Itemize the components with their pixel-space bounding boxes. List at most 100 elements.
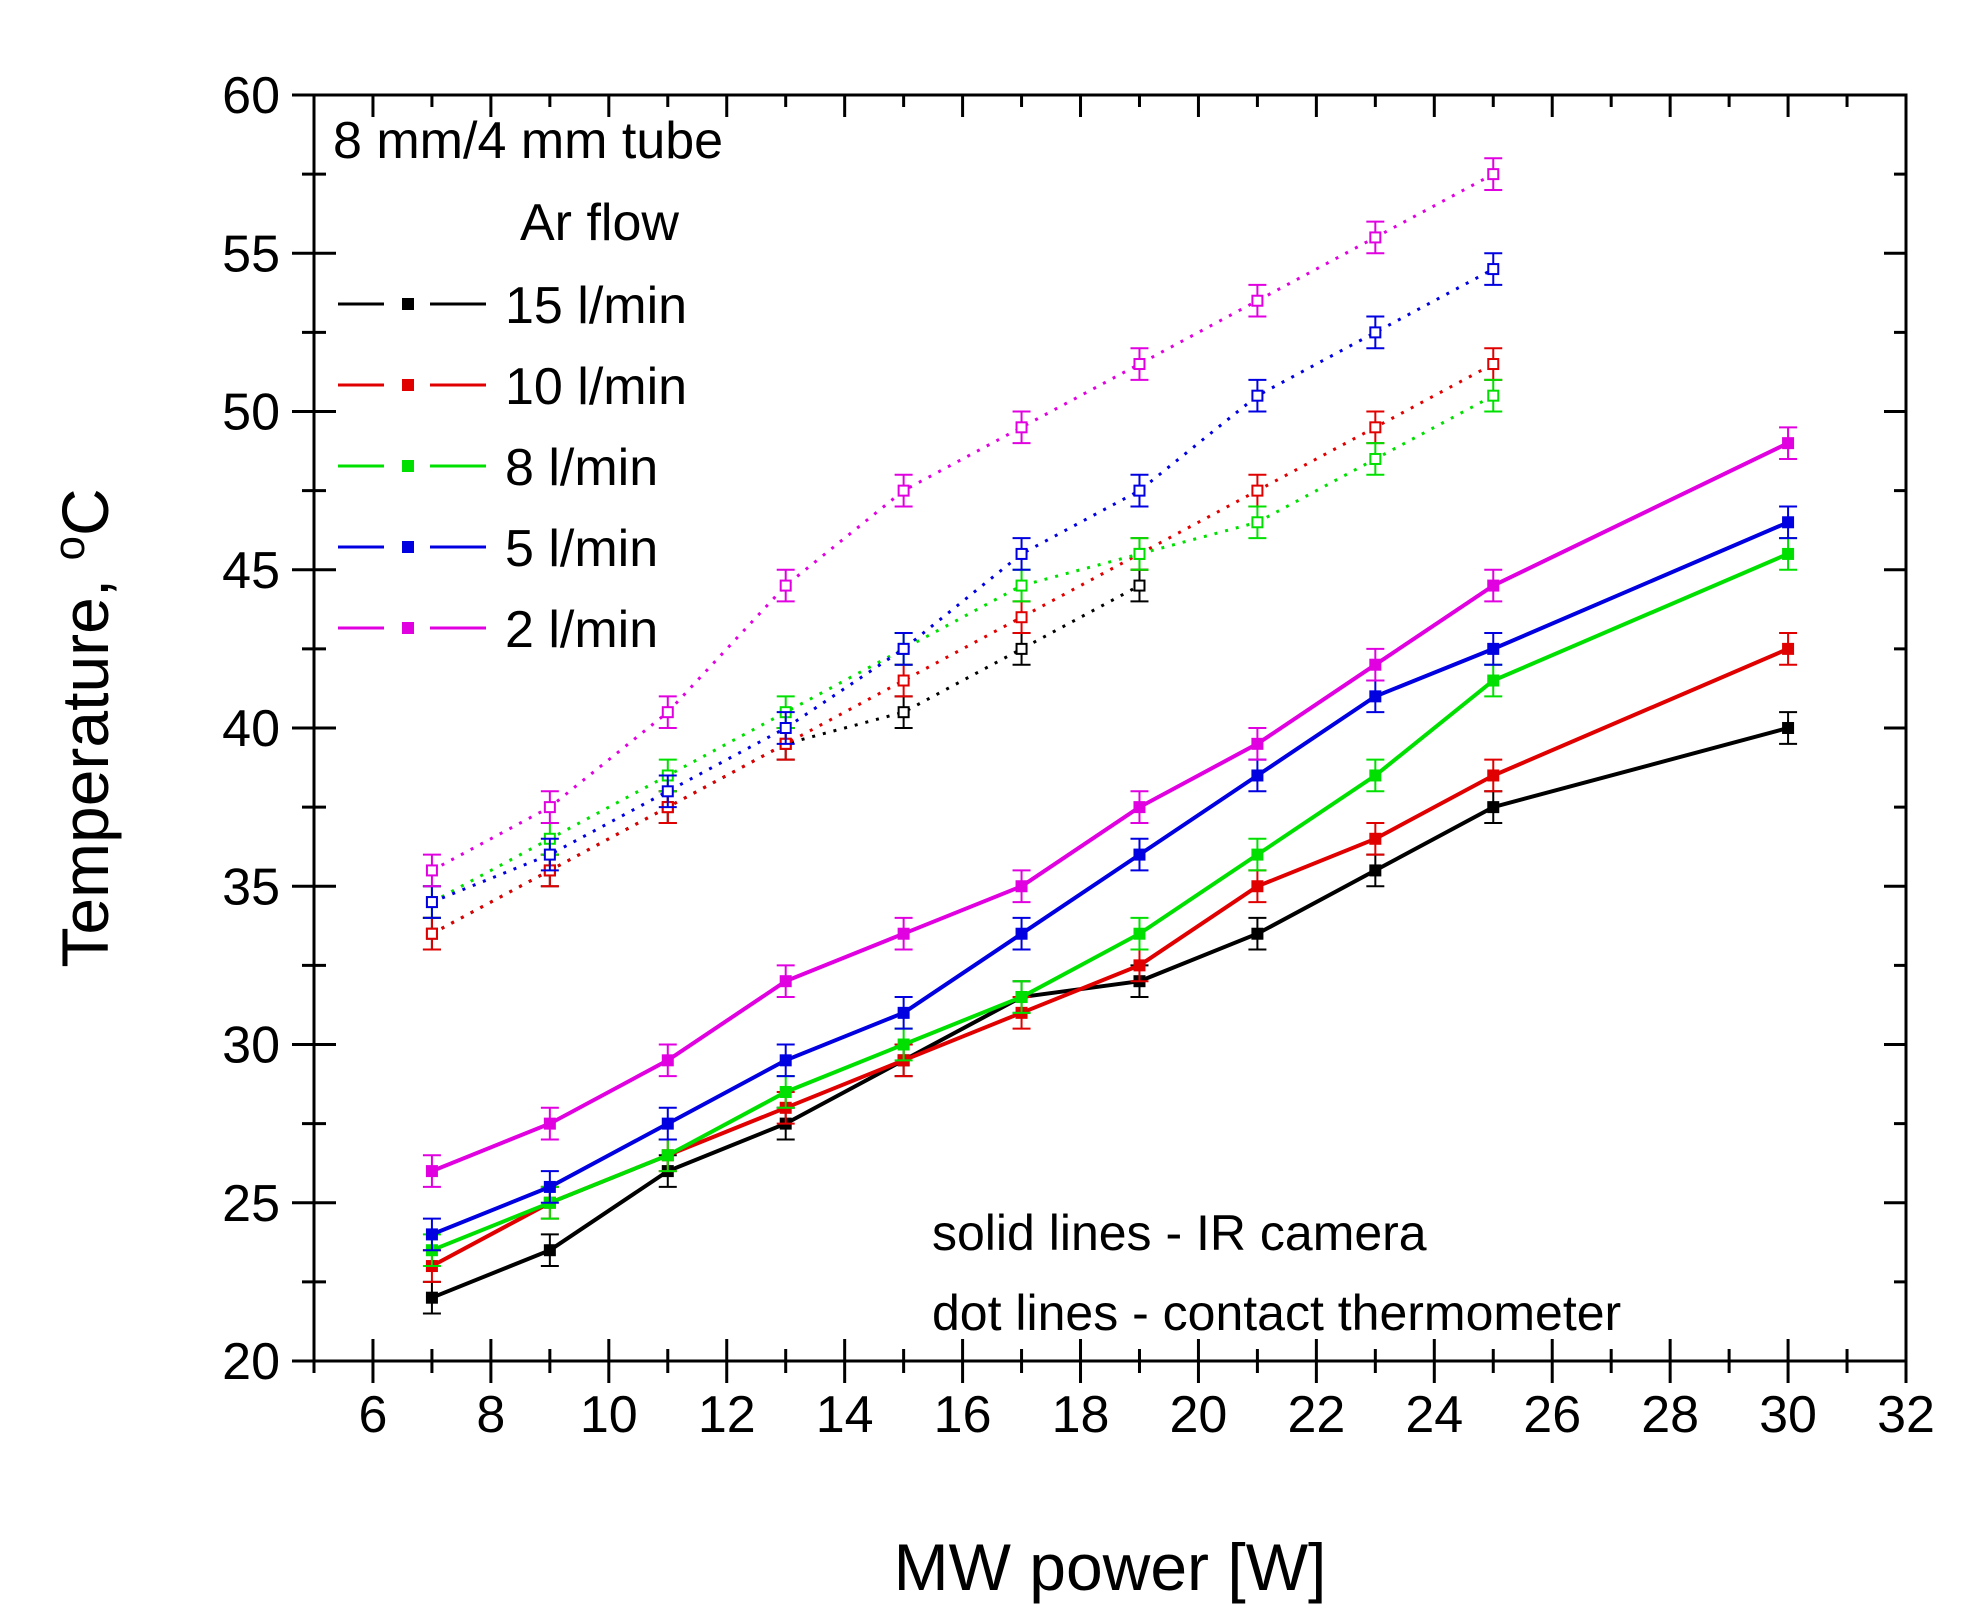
- data-point: [1251, 516, 1264, 529]
- data-point: [1369, 326, 1382, 339]
- data-point: [1133, 579, 1146, 592]
- y-tick-label: 45: [222, 542, 280, 600]
- data-point: [897, 1038, 910, 1051]
- data-point: [661, 1117, 674, 1130]
- legend-entry-8-l-min: 8 l/min: [338, 439, 658, 497]
- data-point: [897, 674, 910, 687]
- x-tick-label: 8: [476, 1386, 505, 1444]
- data-point: [1782, 516, 1795, 529]
- data-point: [1015, 611, 1028, 624]
- data-point: [1251, 880, 1264, 893]
- legend: 8 mm/4 mm tube Ar flow 15 l/min 10 l/min 8…: [333, 112, 723, 659]
- series-layer: [422, 157, 1798, 1315]
- legend-label: 10 l/min: [505, 358, 687, 416]
- data-point: [1487, 674, 1500, 687]
- x-tick-label: 20: [1170, 1386, 1228, 1444]
- data-point: [1133, 848, 1146, 861]
- data-point: [1015, 927, 1028, 940]
- data-point: [425, 896, 438, 909]
- data-point: [661, 1054, 674, 1067]
- legend-marker: [402, 379, 414, 391]
- y-axis-label-degree: o: [45, 536, 94, 560]
- data-point: [1369, 452, 1382, 465]
- data-point: [779, 722, 792, 734]
- x-tick-label: 12: [698, 1386, 756, 1444]
- data-point: [1487, 168, 1500, 181]
- series-line: [431, 394, 1495, 904]
- data-point: [543, 801, 556, 814]
- data-point: [1015, 547, 1028, 560]
- y-tick-label: 25: [222, 1175, 280, 1233]
- data-point: [779, 1085, 792, 1098]
- data-point: [1251, 927, 1264, 940]
- data-point: [1369, 864, 1382, 877]
- annotation-dot-lines: dot lines - contact thermometer: [932, 1285, 1621, 1341]
- legend-entry-10-l-min: 10 l/min: [338, 358, 687, 416]
- x-tick-label: 16: [934, 1386, 992, 1444]
- data-point: [1015, 421, 1028, 434]
- annotation-solid-lines: solid lines - IR camera: [932, 1205, 1427, 1261]
- legend-entry-15-l-min: 15 l/min: [338, 277, 687, 335]
- y-tick-label: 55: [222, 225, 280, 283]
- data-point: [1487, 263, 1500, 276]
- data-point: [1133, 801, 1146, 814]
- legend-label: 8 l/min: [505, 439, 658, 497]
- data-point: [661, 785, 674, 798]
- series-contact-5-l-min: [422, 252, 1503, 919]
- data-point: [1369, 421, 1382, 434]
- data-point: [543, 1117, 556, 1130]
- data-point: [897, 706, 910, 719]
- series-ir-5-l-min: [422, 505, 1798, 1252]
- y-axis-tick-labels: 20 25 30 35 40 45 50 55 60: [222, 67, 280, 1391]
- data-point: [1782, 722, 1795, 734]
- x-axis-ticks: [312, 95, 1908, 1383]
- data-point: [661, 1149, 674, 1162]
- data-point: [897, 1006, 910, 1019]
- legend-marker: [402, 622, 414, 634]
- y-axis-label-text: Temperature,: [48, 560, 122, 967]
- y-tick-label: 30: [222, 1017, 280, 1075]
- data-point: [1369, 690, 1382, 703]
- x-tick-label: 32: [1877, 1386, 1935, 1444]
- legend-entry-5-l-min: 5 l/min: [338, 520, 658, 578]
- data-point: [1251, 848, 1264, 861]
- legend-entry-2-l-min: 2 l/min: [338, 601, 658, 659]
- legend-entries: 15 l/min 10 l/min 8 l/min 5 l/min 2 l/min: [338, 277, 687, 659]
- x-tick-label: 22: [1287, 1386, 1345, 1444]
- data-point: [1487, 389, 1500, 402]
- data-point: [1487, 769, 1500, 782]
- data-point: [897, 927, 910, 940]
- y-axis-label-unit: C: [48, 488, 122, 536]
- series-contact-2-l-min: [422, 157, 1503, 888]
- data-point: [779, 975, 792, 988]
- data-point: [543, 1180, 556, 1193]
- series-line: [431, 362, 1495, 936]
- data-point: [1369, 231, 1382, 244]
- data-point: [779, 579, 792, 592]
- data-point: [1251, 769, 1264, 782]
- data-point: [1251, 294, 1264, 307]
- data-point: [1487, 358, 1500, 371]
- data-point: [1782, 547, 1795, 560]
- y-tick-label: 20: [222, 1333, 280, 1391]
- x-tick-label: 24: [1405, 1386, 1463, 1444]
- data-point: [425, 927, 438, 940]
- data-point: [543, 848, 556, 861]
- data-point: [1015, 579, 1028, 592]
- x-axis-label: MW power [W]: [894, 1530, 1327, 1604]
- x-tick-label: 30: [1759, 1386, 1817, 1444]
- x-tick-label: 6: [359, 1386, 388, 1444]
- legend-marker: [402, 541, 414, 553]
- legend-marker: [402, 460, 414, 472]
- data-point: [1251, 737, 1264, 750]
- legend-title-line2: Ar flow: [520, 194, 679, 252]
- data-point: [1133, 358, 1146, 371]
- legend-label: 5 l/min: [505, 520, 658, 578]
- data-point: [425, 1291, 438, 1304]
- data-point: [425, 864, 438, 877]
- legend-marker: [402, 298, 414, 310]
- data-point: [1369, 769, 1382, 782]
- data-point: [1015, 642, 1028, 655]
- data-point: [1251, 389, 1264, 402]
- series-ir-2-l-min: [422, 426, 1798, 1188]
